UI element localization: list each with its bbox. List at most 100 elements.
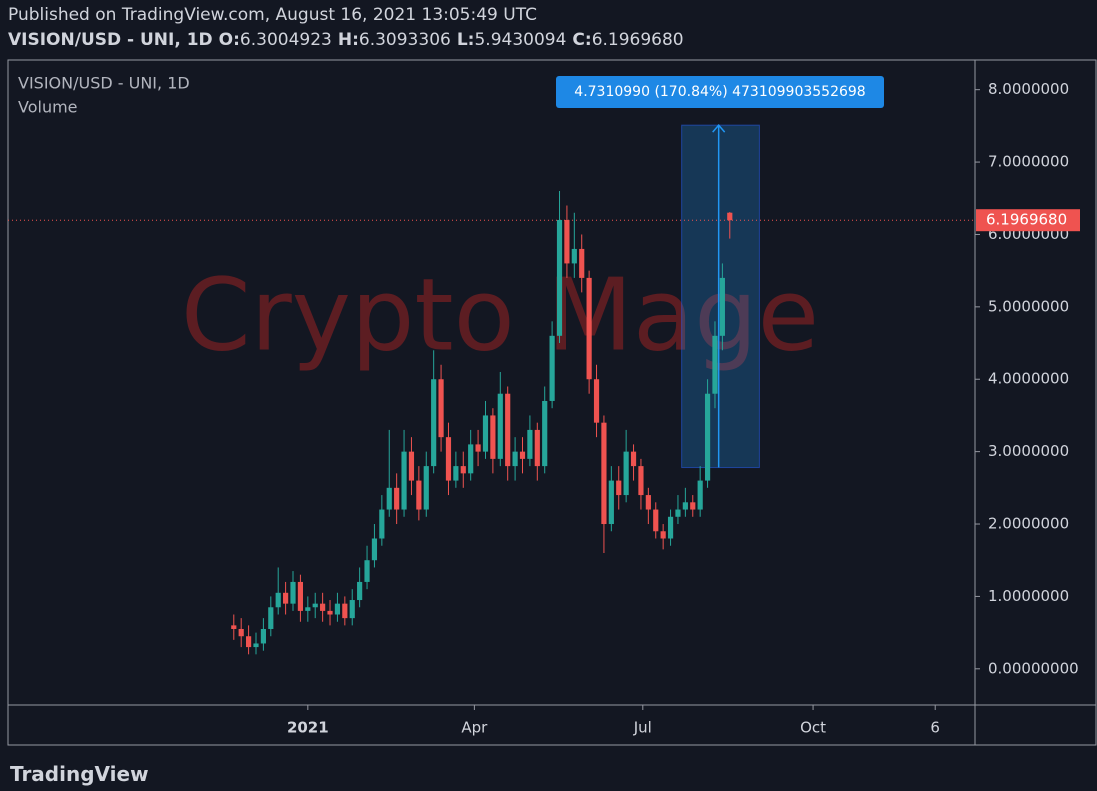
candle-body	[512, 451, 518, 467]
last-price-label: 6.1969680	[986, 211, 1067, 229]
candle-body	[571, 248, 577, 264]
candle-body	[542, 400, 548, 467]
y-tick-label: 0.00000000	[988, 659, 1079, 677]
candle-body	[357, 581, 363, 601]
candle-body	[601, 422, 607, 525]
candle-body	[371, 538, 378, 561]
candle-body	[616, 480, 622, 496]
candle-body	[290, 581, 296, 604]
candle-body	[460, 466, 466, 474]
candle-body	[231, 625, 237, 629]
candle-body	[497, 393, 503, 459]
candle-body	[675, 509, 681, 517]
x-tick-label: Jul	[633, 719, 652, 737]
symbol: VISION/USD - UNI, 1D	[8, 30, 213, 50]
candle-body	[349, 600, 355, 619]
candle-body	[305, 607, 311, 611]
y-tick-label: 2.0000000	[988, 515, 1069, 533]
plot: 0.00000000 1.0000000 2.0000000 3.0000000 4.0…	[8, 76, 1080, 737]
candle-body	[527, 429, 533, 459]
candle-body	[283, 592, 289, 604]
candle-body	[475, 444, 481, 452]
candle-body	[579, 248, 585, 278]
candle-body	[630, 451, 637, 467]
ohlc-key: C:	[572, 30, 591, 50]
candle-body	[342, 603, 348, 619]
candle-body	[690, 502, 696, 510]
footer-brand: TradingView	[10, 762, 149, 786]
legend-volume: Volume	[18, 98, 78, 117]
candle-body	[608, 480, 614, 525]
candle-body	[704, 393, 711, 481]
candle-body	[379, 509, 385, 539]
candle-body	[564, 219, 570, 264]
y-tick-label: 4.0000000	[988, 370, 1069, 388]
x-tick-label: 2021	[287, 719, 329, 737]
measure-label-bg	[556, 76, 884, 108]
candle-body	[320, 603, 326, 611]
candle-body	[297, 581, 304, 611]
published-line: Published on TradingView.com, August 16,…	[8, 5, 537, 25]
candle-body	[712, 335, 718, 394]
candle-body	[660, 531, 666, 539]
candle-body	[638, 466, 644, 496]
legend-symbol: VISION/USD - UNI, 1D	[18, 74, 190, 93]
candle-body	[408, 451, 415, 481]
measure-arrowhead	[712, 123, 726, 133]
candle-body	[682, 502, 688, 510]
candle-body	[490, 415, 496, 459]
x-tick-label: Oct	[800, 719, 826, 737]
candle-body	[401, 451, 407, 510]
candle-body	[482, 415, 489, 452]
ohlc-key: O:	[219, 30, 240, 50]
candle-body	[364, 560, 370, 582]
candle-body	[275, 592, 281, 608]
ohlc-value: 6.3093306	[359, 30, 451, 50]
y-tick-label: 1.0000000	[988, 587, 1069, 605]
frame	[7, 59, 1097, 746]
candle-body	[238, 628, 244, 637]
candle-body	[468, 444, 474, 474]
candle-body	[719, 277, 725, 336]
ohlc-key: H:	[338, 30, 359, 50]
candle-body	[505, 393, 511, 467]
candle-body	[519, 451, 526, 459]
y-tick-label: 7.0000000	[988, 153, 1069, 171]
x-tick-label: 6	[930, 719, 940, 737]
candle-body	[556, 219, 563, 336]
candle-body	[593, 379, 600, 423]
candle-body	[334, 603, 341, 615]
y-tick-label: 5.0000000	[988, 297, 1069, 315]
candle-body	[312, 603, 318, 608]
candle-body	[253, 643, 259, 648]
footer-logo: ⁠TradingView	[10, 762, 149, 786]
candle-body	[394, 487, 400, 510]
candle-body	[431, 379, 437, 467]
candle-body	[423, 466, 429, 510]
candle-body	[645, 495, 651, 510]
ohlc-key: L:	[457, 30, 475, 50]
candle-body	[534, 429, 540, 467]
candle-body	[697, 480, 703, 510]
candle-body	[438, 379, 444, 438]
candle-body	[445, 437, 452, 481]
candle-body	[386, 487, 392, 510]
candle-body	[246, 636, 252, 648]
ohlc-value: 6.1969680	[592, 30, 684, 50]
last-price-tag	[976, 209, 1080, 232]
candle-body	[453, 466, 459, 481]
ohlc-value: 6.3004923	[240, 30, 332, 50]
candle-body	[327, 610, 333, 615]
candle-body	[416, 480, 422, 510]
candle-body	[549, 335, 555, 401]
y-tick-label: 3.0000000	[988, 442, 1069, 460]
x-tick-label: Apr	[461, 719, 488, 737]
y-tick-label: 8.0000000	[988, 80, 1069, 98]
candle-body	[727, 212, 733, 221]
candle-body	[623, 451, 629, 496]
symbol-header: VISION/USD - UNI, 1D O:6.3004923 H:6.30933…	[8, 30, 684, 50]
candle-body	[260, 628, 266, 644]
